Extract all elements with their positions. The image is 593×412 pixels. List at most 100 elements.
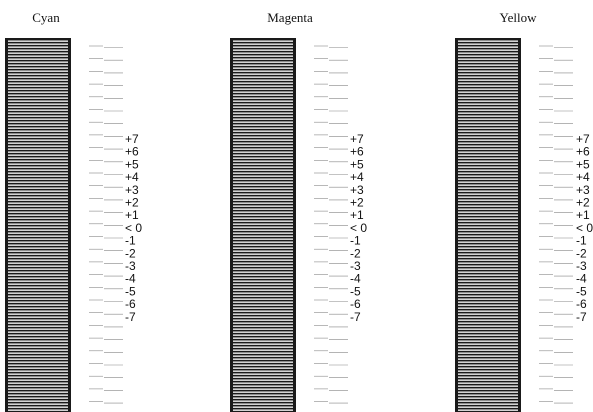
stripe-line	[8, 43, 68, 45]
stripe-line	[8, 190, 68, 192]
stripe-line	[8, 403, 68, 405]
stripe-line	[233, 349, 293, 351]
stripe-line	[8, 367, 68, 369]
stripe-line	[233, 151, 293, 153]
stripe-line	[233, 85, 293, 87]
stripe-line	[8, 214, 68, 216]
stripe-line	[458, 340, 518, 342]
stripe-line	[8, 280, 68, 282]
stripe-line	[458, 193, 518, 195]
column-title: Magenta	[267, 10, 313, 25]
stripe-line	[8, 88, 68, 90]
stripe-line	[8, 58, 68, 60]
stripe-line	[233, 46, 293, 48]
offset-label: -7	[125, 310, 136, 324]
stripe-line	[458, 238, 518, 240]
stripe-line	[233, 274, 293, 276]
stripe-line	[233, 124, 293, 126]
stripe-line	[8, 373, 68, 375]
offset-label: -5	[576, 284, 587, 298]
stripe-line	[458, 190, 518, 192]
stripe-line	[8, 106, 68, 108]
stripe-line	[233, 262, 293, 264]
stripe-line	[8, 196, 68, 198]
stripe-line	[233, 94, 293, 96]
stripe-line	[458, 124, 518, 126]
stripe-line	[8, 76, 68, 78]
stripe-line	[458, 82, 518, 84]
stripe-group	[458, 40, 518, 411]
stripe-line	[458, 97, 518, 99]
pattern-column-cyan: Cyan +7+6+5+4+3+2+1< 0-1-2-3-4-5-6-7	[5, 10, 142, 412]
stripe-line	[233, 157, 293, 159]
offset-label: -2	[125, 246, 136, 260]
stripe-line	[8, 238, 68, 240]
stripe-line	[458, 166, 518, 168]
stripe-line	[233, 211, 293, 213]
stripe-line	[8, 124, 68, 126]
stripe-line	[8, 325, 68, 327]
offset-label: -7	[350, 310, 361, 324]
offset-label: < 0	[125, 221, 142, 235]
stripe-line	[458, 106, 518, 108]
stripe-line	[8, 382, 68, 384]
stripe-line	[458, 319, 518, 321]
stripe-line	[458, 250, 518, 252]
stripe-line	[233, 130, 293, 132]
stripe-line	[8, 376, 68, 378]
stripe-line	[458, 394, 518, 396]
offset-label: +7	[350, 132, 364, 146]
column-title: Cyan	[32, 10, 60, 25]
stripe-line	[458, 163, 518, 165]
stripe-group	[233, 40, 293, 411]
stripe-line	[8, 193, 68, 195]
offset-label: -7	[576, 310, 587, 324]
stripe-line	[458, 169, 518, 171]
offset-label: -6	[576, 297, 587, 311]
stripe-line	[233, 304, 293, 306]
stripe-line	[458, 130, 518, 132]
offset-label: +1	[576, 208, 590, 222]
offset-label: < 0	[350, 221, 367, 235]
stripe-line	[233, 301, 293, 303]
stripe-line	[8, 340, 68, 342]
stripe-line	[233, 100, 293, 102]
stripe-line	[8, 199, 68, 201]
stripe-line	[233, 136, 293, 138]
stripe-line	[233, 217, 293, 219]
stripe-line	[458, 271, 518, 273]
stripe-line	[8, 250, 68, 252]
stripe-line	[8, 358, 68, 360]
stripe-line	[458, 121, 518, 123]
stripe-line	[458, 112, 518, 114]
stripe-line	[8, 109, 68, 111]
stripe-line	[233, 229, 293, 231]
stripe-line	[233, 73, 293, 75]
stripe-line	[458, 64, 518, 66]
stripe-line	[458, 58, 518, 60]
stripe-line	[233, 145, 293, 147]
stripe-line	[458, 343, 518, 345]
stripe-line	[233, 409, 293, 411]
stripe-line	[233, 391, 293, 393]
stripe-line	[458, 307, 518, 309]
stripe-line	[8, 175, 68, 177]
tick-marks	[314, 45, 348, 404]
stripe-line	[233, 190, 293, 192]
stripe-line	[8, 133, 68, 135]
stripe-line	[458, 280, 518, 282]
stripe-line	[458, 55, 518, 57]
stripe-line	[233, 289, 293, 291]
offset-label: -4	[576, 272, 587, 286]
stripe-line	[233, 337, 293, 339]
stripe-line	[233, 103, 293, 105]
stripe-line	[233, 55, 293, 57]
stripe-line	[458, 337, 518, 339]
stripe-line	[458, 268, 518, 270]
stripe-line	[458, 43, 518, 45]
stripe-line	[458, 328, 518, 330]
stripe-line	[233, 214, 293, 216]
stripe-line	[8, 268, 68, 270]
stripe-line	[8, 328, 68, 330]
stripe-line	[8, 148, 68, 150]
